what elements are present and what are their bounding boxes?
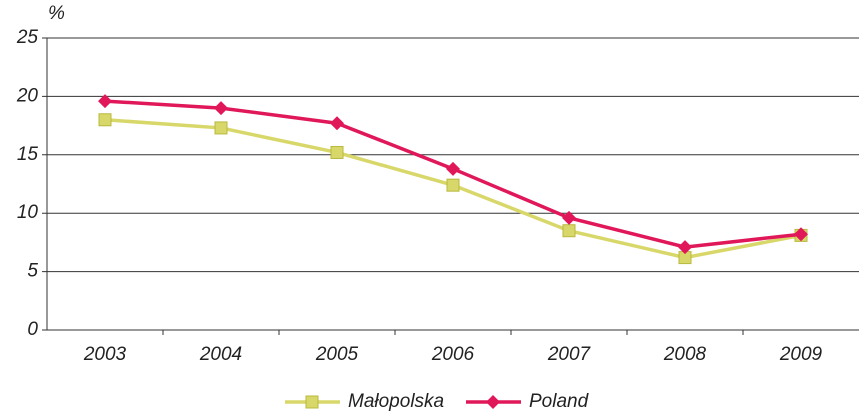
marker	[446, 161, 460, 176]
marker	[794, 227, 808, 242]
legend-label: Małopolska	[348, 391, 444, 412]
x-tick-label: 2005	[315, 344, 359, 365]
y-tick-label: 10	[17, 202, 39, 223]
x-tick-label: 2006	[431, 344, 475, 365]
marker	[98, 113, 112, 127]
y-unit: %	[48, 3, 65, 24]
y-tick-label: 20	[16, 85, 39, 106]
marker	[330, 145, 344, 159]
marker	[562, 224, 576, 238]
x-tick-label: 2008	[663, 344, 707, 365]
marker	[98, 94, 112, 109]
x-tick-label: 2003	[83, 344, 127, 365]
y-tick-label: 15	[17, 144, 39, 165]
marker	[678, 240, 692, 255]
y-tick-label: 0	[27, 319, 38, 340]
x-tick-label: 2007	[547, 344, 592, 365]
marker	[330, 116, 344, 131]
marker	[446, 178, 460, 192]
y-tick-label: 5	[27, 261, 38, 282]
y-tick-label: 25	[16, 27, 39, 48]
x-tick-label: 2004	[199, 344, 242, 365]
marker	[214, 121, 228, 135]
legend-label: Poland	[529, 391, 590, 412]
legend-marker	[486, 395, 500, 409]
marker	[562, 210, 576, 225]
legend-marker	[305, 395, 319, 409]
marker	[214, 101, 228, 116]
x-tick-label: 2009	[779, 344, 823, 365]
